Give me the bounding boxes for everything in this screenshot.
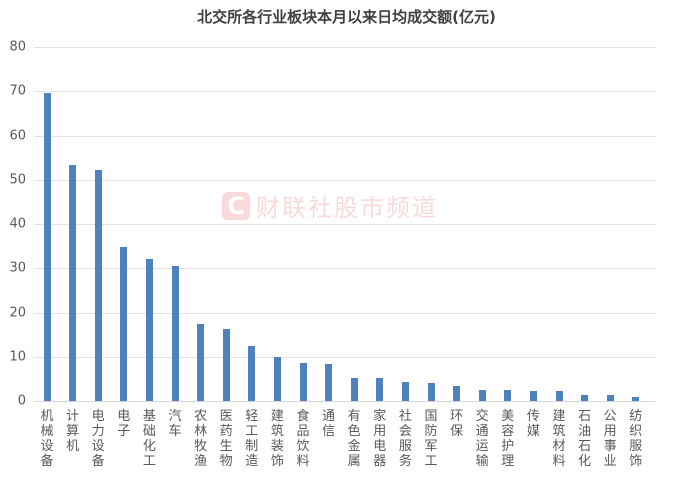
plot-area — [34, 47, 655, 402]
gridline — [34, 401, 655, 402]
bar — [350, 378, 358, 401]
x-tick-label: 通信 — [322, 409, 336, 439]
gridline — [34, 268, 655, 270]
x-tick-label: 美容护理 — [501, 409, 515, 469]
watermark-text: 财联社股市频道 — [256, 194, 438, 222]
y-tick-label: 60 — [9, 128, 26, 143]
bar — [222, 329, 230, 401]
y-tick-label: 30 — [9, 260, 26, 276]
y-tick-label: 80 — [9, 39, 26, 55]
x-tick-label: 有色金属 — [347, 409, 361, 469]
x-tick-label: 社会服务 — [398, 409, 412, 469]
bar — [273, 356, 281, 401]
bar — [401, 381, 409, 401]
y-tick-label: 50 — [9, 172, 26, 188]
y-tick-label: 0 — [17, 393, 26, 409]
x-tick-label: 计算机 — [66, 409, 80, 454]
x-tick-label: 电力设备 — [91, 409, 105, 469]
x-tick-label: 医药生物 — [219, 409, 233, 469]
x-tick-label: 国防军工 — [424, 409, 438, 469]
x-tick-label: 环保 — [450, 409, 464, 439]
bar — [376, 378, 384, 401]
y-tick-label: 40 — [9, 216, 26, 232]
gridline — [34, 224, 655, 225]
x-tick-label: 电子 — [117, 409, 131, 439]
watermark: C 财联社股市频道 — [222, 188, 438, 223]
x-tick-label: 汽车 — [168, 409, 182, 439]
cls-logo-icon: C — [222, 191, 250, 220]
x-tick-label: 农林牧渔 — [194, 409, 208, 469]
bar — [581, 395, 589, 401]
bar — [529, 391, 537, 401]
x-tick-label: 家用电器 — [373, 409, 387, 469]
bar — [427, 383, 435, 401]
x-tick-label: 纺织服饰 — [629, 409, 643, 469]
gridline — [34, 135, 655, 137]
bar — [299, 362, 307, 401]
bar — [606, 395, 614, 401]
bar — [632, 397, 640, 401]
bar — [478, 389, 486, 401]
x-tick-label: 机械设备 — [40, 409, 54, 469]
x-tick-label: 公用事业 — [603, 409, 617, 469]
bar — [43, 93, 51, 401]
gridline — [34, 312, 655, 314]
bar — [120, 246, 128, 401]
bar — [504, 390, 512, 401]
bar — [197, 324, 205, 401]
bar — [325, 363, 333, 401]
x-tick-label: 石油石化 — [578, 409, 592, 469]
bar — [69, 165, 77, 401]
bar — [145, 258, 153, 401]
gridline — [34, 179, 655, 181]
bar — [555, 391, 563, 401]
chart-title: 北交所各行业板块本月以来日均成交额(亿元) — [197, 8, 496, 26]
x-tick-label: 基础化工 — [142, 409, 156, 469]
x-tick-label: 交通运输 — [475, 409, 489, 469]
x-tick-label: 传媒 — [526, 409, 540, 439]
bar — [94, 170, 102, 401]
y-tick-label: 10 — [9, 349, 26, 365]
gridline — [34, 356, 655, 358]
gridline — [34, 91, 655, 93]
bar — [171, 265, 179, 401]
y-tick-label: 70 — [9, 83, 26, 99]
x-tick-label: 食品饮料 — [296, 409, 310, 469]
x-tick-label: 建筑装饰 — [270, 409, 284, 469]
bar — [453, 385, 461, 401]
gridline — [34, 47, 655, 48]
y-tick-label: 20 — [9, 305, 26, 320]
x-tick-label: 建筑材料 — [552, 409, 566, 469]
bar — [248, 345, 256, 401]
x-tick-label: 轻工制造 — [245, 409, 259, 469]
